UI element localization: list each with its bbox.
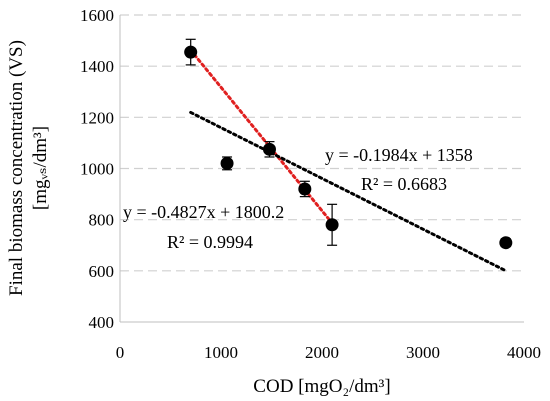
x-tick-label: 2000 xyxy=(305,343,339,362)
data-point xyxy=(220,156,234,170)
data-point xyxy=(262,142,276,156)
x-tick-label: 3000 xyxy=(406,343,440,362)
red-trendline xyxy=(189,48,334,225)
axes xyxy=(119,15,524,323)
data-point xyxy=(298,182,312,196)
data-points xyxy=(184,45,513,250)
x-tick-labels: 0 1000 2000 3000 4000 xyxy=(116,343,541,362)
y-tick-label: 1600 xyxy=(80,6,114,25)
black-trendline xyxy=(189,110,508,273)
y-axis-unit: [mgᵥₛ/dm³] xyxy=(30,126,51,210)
data-point xyxy=(184,45,198,59)
y-tick-label: 800 xyxy=(89,211,115,230)
y-tick-labels: 400 600 800 1000 1200 1400 1600 xyxy=(80,6,114,332)
x-axis-title: COD [mgO₂/dm³] xyxy=(253,376,390,397)
y-axis-title: Final biomass concentration (VS) xyxy=(6,40,27,296)
red-trendline-equation: y = -0.4827x + 1800.2 xyxy=(123,202,284,222)
data-point xyxy=(325,218,339,232)
grid-lines xyxy=(120,14,524,272)
x-tick-label: 0 xyxy=(116,343,125,362)
x-tick-label: 4000 xyxy=(507,343,541,362)
x-tick-label: 1000 xyxy=(204,343,238,362)
y-tick-label: 1000 xyxy=(80,160,114,179)
y-tick-label: 600 xyxy=(89,262,115,281)
red-trendline-r2: R² = 0.9994 xyxy=(167,232,253,252)
black-trendline-equation: y = -0.1984x + 1358 xyxy=(325,145,473,165)
y-tick-label: 1200 xyxy=(80,108,114,127)
y-tick-label: 1400 xyxy=(80,57,114,76)
black-trendline-r2: R² = 0.6683 xyxy=(361,174,447,194)
y-tick-label: 400 xyxy=(89,313,115,332)
data-point xyxy=(499,236,513,250)
